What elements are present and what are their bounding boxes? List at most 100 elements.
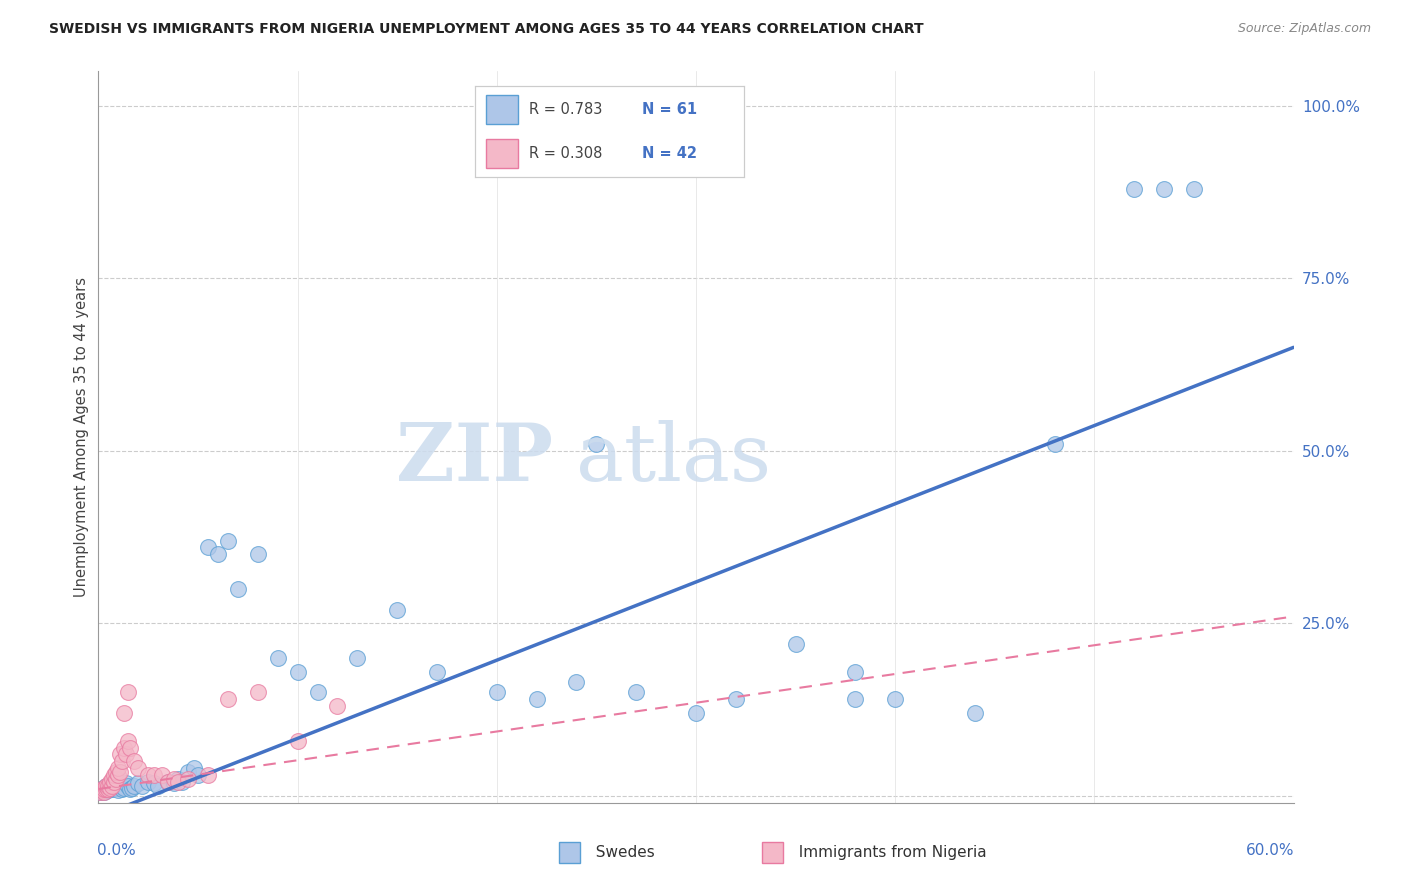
Point xyxy=(112,740,135,755)
Point xyxy=(177,772,200,786)
Point xyxy=(246,548,269,562)
Point xyxy=(163,772,186,786)
Point xyxy=(163,776,186,790)
Point xyxy=(1182,182,1205,196)
Point xyxy=(124,779,146,793)
Point xyxy=(101,779,124,793)
Point xyxy=(91,783,114,797)
Point xyxy=(127,776,149,790)
Point xyxy=(101,782,124,797)
Point xyxy=(143,776,166,790)
Point xyxy=(167,775,190,789)
Point xyxy=(287,733,309,747)
Point xyxy=(91,782,114,797)
Point xyxy=(96,779,118,793)
Point xyxy=(97,782,120,797)
Point xyxy=(526,692,548,706)
Point xyxy=(246,685,269,699)
Point xyxy=(346,651,368,665)
Point xyxy=(120,782,142,797)
Point xyxy=(105,780,128,795)
Point xyxy=(121,780,143,795)
Point xyxy=(103,775,125,789)
Text: 0.0%: 0.0% xyxy=(97,843,136,858)
Text: ZIP: ZIP xyxy=(395,420,553,498)
Point xyxy=(197,768,219,782)
Point xyxy=(110,747,132,762)
Point xyxy=(143,768,166,782)
Point xyxy=(120,740,142,755)
Point xyxy=(217,533,239,548)
Point xyxy=(426,665,449,679)
Point xyxy=(963,706,986,720)
Point xyxy=(110,779,132,793)
Point xyxy=(127,761,149,775)
Point xyxy=(172,775,194,789)
Point xyxy=(1153,182,1175,196)
Point xyxy=(626,685,648,699)
Point xyxy=(150,768,173,782)
Point xyxy=(117,779,139,793)
Point xyxy=(131,779,153,793)
Point xyxy=(101,772,124,786)
Point xyxy=(1043,437,1066,451)
Point xyxy=(107,761,129,775)
Point xyxy=(785,637,807,651)
Point xyxy=(1123,182,1146,196)
Point xyxy=(97,783,120,797)
Point xyxy=(103,779,125,793)
Point xyxy=(136,775,159,789)
Point xyxy=(585,437,607,451)
Point xyxy=(485,685,508,699)
Point xyxy=(177,764,200,779)
Point xyxy=(117,733,139,747)
Point xyxy=(112,780,135,795)
Y-axis label: Unemployment Among Ages 35 to 44 years: Unemployment Among Ages 35 to 44 years xyxy=(75,277,89,597)
Point xyxy=(187,768,209,782)
Point xyxy=(565,675,588,690)
Point xyxy=(167,772,190,786)
Point xyxy=(115,747,138,762)
Point xyxy=(157,775,180,789)
Point xyxy=(844,665,866,679)
Point xyxy=(117,685,139,699)
Text: Immigrants from Nigeria: Immigrants from Nigeria xyxy=(789,845,987,860)
Point xyxy=(136,768,159,782)
Point xyxy=(207,548,229,562)
Text: Swedes: Swedes xyxy=(586,845,655,860)
Point xyxy=(148,779,170,793)
Point xyxy=(96,783,118,797)
Point xyxy=(91,783,114,797)
FancyBboxPatch shape xyxy=(762,842,783,863)
Point xyxy=(844,692,866,706)
Point xyxy=(98,780,122,795)
Point xyxy=(111,782,134,797)
Point xyxy=(685,706,707,720)
Point xyxy=(217,692,239,706)
Point xyxy=(105,772,128,786)
Text: atlas: atlas xyxy=(576,420,772,498)
Point xyxy=(89,785,111,799)
Point xyxy=(89,785,111,799)
Point xyxy=(724,692,747,706)
Text: 60.0%: 60.0% xyxy=(1246,843,1295,858)
Point xyxy=(112,706,135,720)
Point xyxy=(326,699,349,714)
Point xyxy=(197,541,219,555)
Point xyxy=(287,665,309,679)
Point xyxy=(107,783,129,797)
Point xyxy=(115,776,138,790)
Point xyxy=(385,602,409,616)
Point xyxy=(183,761,205,775)
Point xyxy=(105,764,128,779)
Point xyxy=(110,764,132,779)
Point xyxy=(97,779,120,793)
FancyBboxPatch shape xyxy=(558,842,581,863)
Point xyxy=(157,775,180,789)
Point xyxy=(93,785,115,799)
Point xyxy=(307,685,329,699)
Point xyxy=(96,779,118,793)
Point xyxy=(107,768,129,782)
Text: Source: ZipAtlas.com: Source: ZipAtlas.com xyxy=(1237,22,1371,36)
Point xyxy=(267,651,290,665)
